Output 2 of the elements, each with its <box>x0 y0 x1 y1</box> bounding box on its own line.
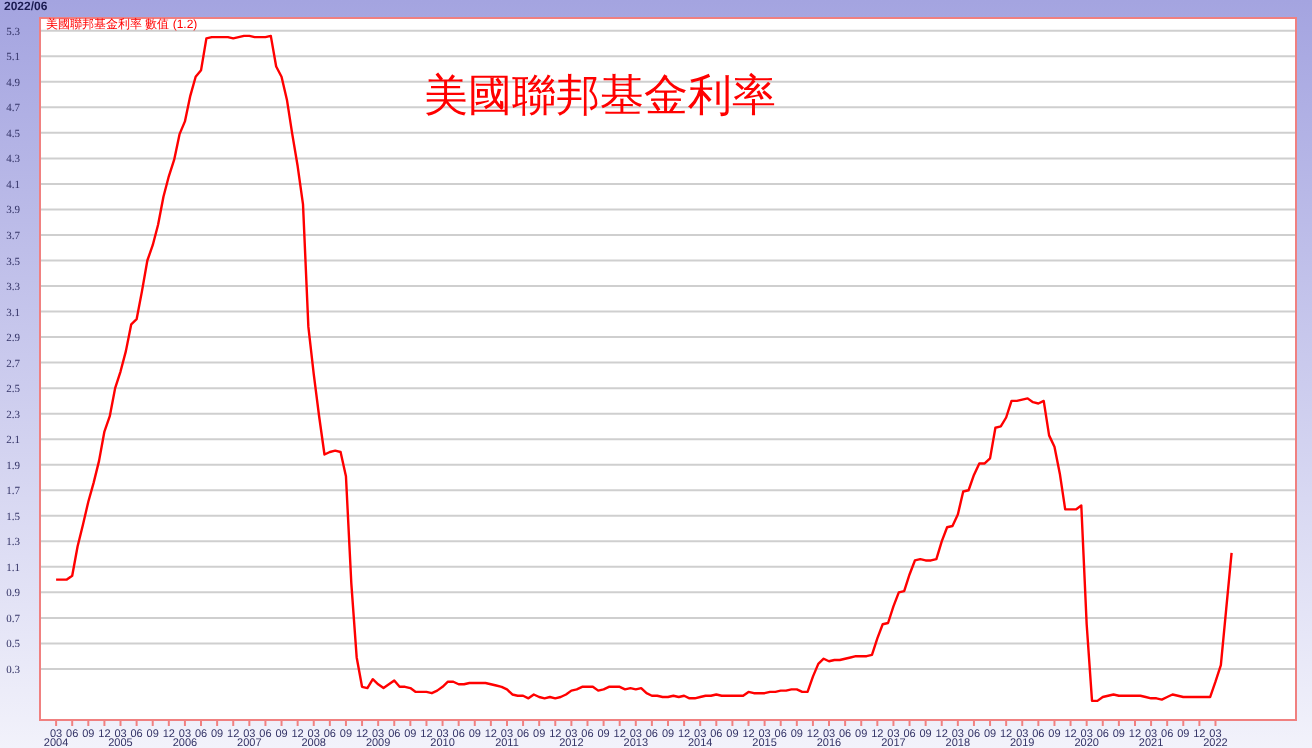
text: 美國聯邦基金利率 <box>424 72 776 122</box>
line-series <box>54 34 1233 703</box>
